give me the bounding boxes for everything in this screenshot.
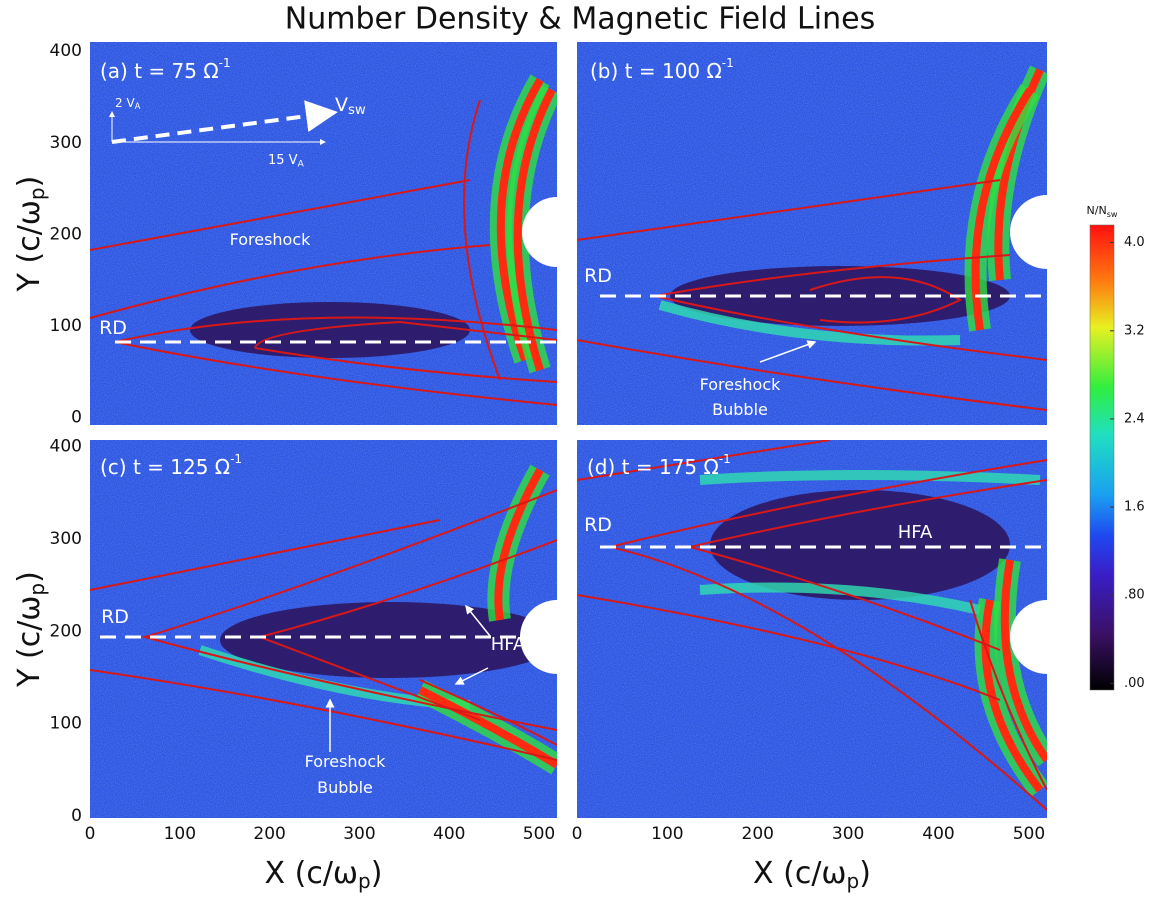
annotation-text: RD: [101, 606, 129, 628]
heatmap-noise: [90, 42, 557, 425]
x-axis-label-subscript: p: [358, 869, 371, 893]
x-tick-label: 200: [253, 824, 285, 844]
annotation: (a) t = 75 Ω-1: [100, 56, 231, 83]
x-tick-label: 500: [1013, 824, 1045, 844]
y-axis-label-part: ): [12, 176, 47, 188]
annotation-text: 2 V: [115, 96, 135, 110]
annotation-text: RD: [584, 514, 612, 536]
annotation: HFA: [898, 522, 933, 543]
obstacle: [1010, 600, 1084, 674]
x-tick-label: 100: [164, 824, 196, 844]
annotation-text: HFA: [491, 634, 526, 655]
annotation-text: Foreshock: [305, 752, 387, 771]
x-tick-label: 100: [651, 824, 683, 844]
colorbar-label: N/Nsw: [1087, 204, 1118, 219]
panel: [577, 440, 1084, 818]
colorbar-tick-label: 1.6: [1124, 500, 1145, 515]
y-axis-label-part: Y (c/ω: [12, 596, 47, 688]
figure: Number Density & Magnetic Field Lines (a…: [0, 0, 1162, 899]
y-tick-label: 400: [50, 41, 82, 61]
annotation-text: V: [335, 94, 348, 116]
x-axis-label-subscript: p: [847, 869, 860, 893]
annotation-text: Bubble: [712, 400, 768, 419]
colorbar-tick-label: 4.0: [1124, 235, 1145, 250]
annotation-superscript: -1: [722, 56, 734, 70]
y-axis-label: Y (c/ωp): [12, 176, 49, 293]
annotation-superscript: -1: [719, 452, 731, 466]
x-axis-label-part: ): [371, 856, 383, 891]
annotation: RD: [99, 317, 127, 339]
annotation: HFA: [491, 634, 526, 655]
y-axis-label-part: Y (c/ω: [12, 200, 47, 292]
x-axis-label-part: X (c/ω: [265, 856, 359, 891]
x-tick-label: 300: [343, 824, 375, 844]
annotation: Foreshock: [230, 230, 312, 249]
y-tick-label: 100: [50, 714, 82, 734]
annotation-text: Foreshock: [230, 230, 312, 249]
annotation: RD: [584, 514, 612, 536]
x-tick-label: 300: [832, 824, 864, 844]
colorbar-tick-label: .80: [1124, 588, 1145, 603]
x-axis-label-part: X (c/ω: [753, 856, 847, 891]
colorbar-label-subscript: sw: [1107, 210, 1118, 219]
x-tick-label: 0: [85, 824, 96, 844]
annotation-superscript: -1: [219, 56, 231, 70]
annotation-subscript: A: [298, 159, 305, 169]
annotation-superscript: -1: [230, 452, 242, 466]
low-density-region: [190, 302, 470, 358]
figure-title: Number Density & Magnetic Field Lines: [285, 2, 875, 37]
colorbar-label-text: N/N: [1087, 204, 1107, 217]
x-axis-label: X (c/ωp): [265, 856, 383, 893]
annotation: (d) t = 175 Ω-1: [587, 452, 731, 479]
obstacle: [1010, 195, 1084, 269]
annotation-text: RD: [584, 265, 612, 287]
high-density-band: [700, 475, 1040, 480]
x-tick-label: 200: [742, 824, 774, 844]
annotation-text: (d) t = 175 Ω: [587, 455, 719, 479]
y-tick-label: 200: [50, 621, 82, 641]
annotation-text: Bubble: [317, 778, 373, 797]
annotation: RD: [584, 265, 612, 287]
y-axis-label: Y (c/ωp): [12, 571, 49, 688]
y-tick-label: 0: [71, 408, 82, 428]
colorbar: [1090, 225, 1114, 690]
y-tick-label: 200: [50, 224, 82, 244]
x-tick-label: 400: [922, 824, 954, 844]
colorbar-tick-label: .00: [1124, 676, 1145, 691]
x-tick-label: 0: [572, 824, 583, 844]
annotation-text: (c) t = 125 Ω: [100, 455, 230, 479]
colorbar-tick-label: 3.2: [1124, 323, 1145, 338]
annotation: Bubble: [317, 778, 373, 797]
y-tick-label: 0: [71, 806, 82, 826]
x-axis-label-part: ): [859, 856, 871, 891]
y-tick-label: 100: [50, 316, 82, 336]
annotation: Foreshock: [700, 375, 782, 394]
y-axis-label-subscript: p: [25, 583, 49, 596]
y-tick-label: 300: [50, 529, 82, 549]
annotation: RD: [101, 606, 129, 628]
y-axis-label-part: ): [12, 571, 47, 583]
annotation: Bubble: [712, 400, 768, 419]
colorbar-tick-label: 2.4: [1124, 411, 1145, 426]
annotation: (b) t = 100 Ω-1: [590, 56, 734, 83]
y-axis-label-subscript: p: [25, 187, 49, 200]
annotation: Foreshock: [305, 752, 387, 771]
annotation-subscript: sw: [348, 103, 366, 118]
annotation-text: 15 V: [268, 153, 298, 168]
x-tick-label: 500: [523, 824, 555, 844]
annotation-subscript: A: [135, 101, 141, 111]
annotation-text: (b) t = 100 Ω: [590, 59, 722, 83]
annotation-text: HFA: [898, 522, 933, 543]
x-axis-label: X (c/ωp): [753, 856, 871, 893]
panel: [577, 42, 1084, 425]
x-tick-label: 400: [433, 824, 465, 844]
annotation: (c) t = 125 Ω-1: [100, 452, 242, 479]
y-tick-label: 300: [50, 133, 82, 153]
annotation-text: Foreshock: [700, 375, 782, 394]
annotation-text: RD: [99, 317, 127, 339]
y-tick-label: 400: [50, 436, 82, 456]
annotation-text: (a) t = 75 Ω: [100, 59, 219, 83]
